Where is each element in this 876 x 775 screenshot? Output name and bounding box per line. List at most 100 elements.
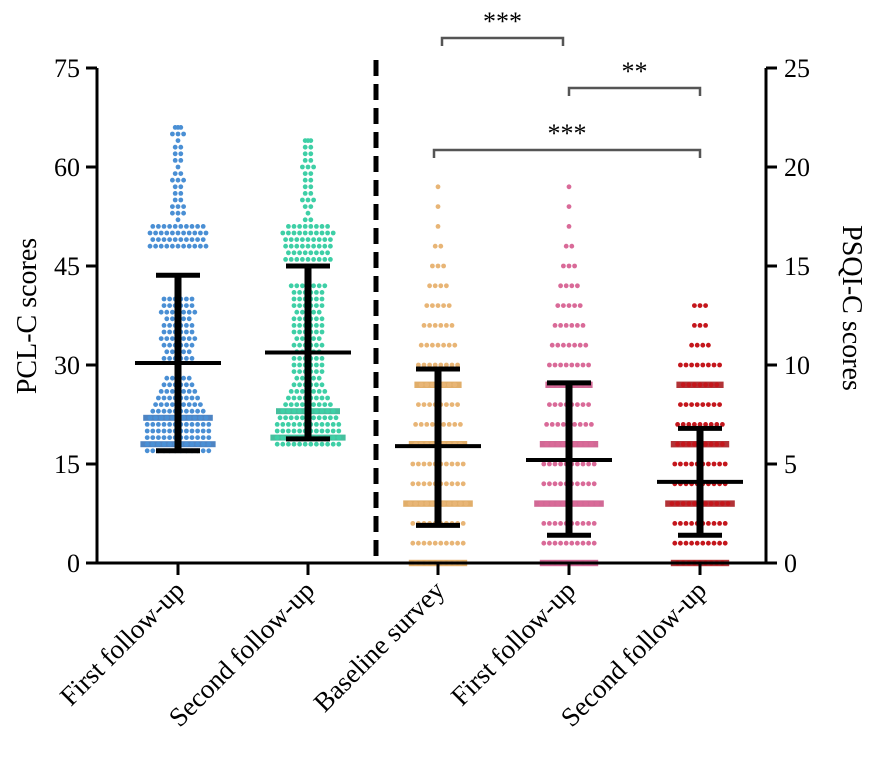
data-point [421,540,427,546]
data-point [555,342,561,348]
data-point [297,342,302,348]
data-point [714,422,720,427]
data-point [291,323,297,328]
data-point [410,461,416,467]
data-point [577,422,583,427]
data-point [192,230,198,236]
data-point [186,402,192,407]
data-point [558,323,563,328]
data-point [147,243,153,249]
data-point [206,428,212,434]
data-point [305,210,311,216]
data-point [167,303,173,308]
data-point [569,283,575,289]
right-tick-label: 5 [784,450,797,479]
data-point [181,230,187,236]
data-point [538,501,544,506]
data-point [305,243,311,249]
data-point [672,540,678,546]
data-point [200,435,206,440]
data-point [161,342,167,348]
data-point [455,540,460,546]
data-point [291,422,297,427]
data-point [291,290,297,295]
data-point [589,422,594,427]
data-point [416,362,421,368]
data-point [192,243,198,249]
data-point [178,144,184,150]
left-axis-title: PCL-C scores [12,238,43,394]
data-point [297,356,302,361]
significance-bracket: *** [440,7,565,46]
data-point [322,243,328,249]
data-point [294,415,300,421]
data-point [291,296,297,302]
data-point [170,230,175,236]
data-point [192,402,198,407]
data-point [561,303,566,308]
data-point [330,441,336,447]
data-point [184,422,189,427]
data-point [311,257,316,262]
data-point [283,257,288,262]
data-point [580,323,586,328]
data-point [446,501,452,506]
data-point [291,329,297,335]
data-point [441,422,446,427]
data-point [167,428,173,434]
data-point [725,501,731,506]
data-point [167,296,173,302]
data-point [153,402,159,407]
data-point [311,389,316,394]
data-point [541,481,547,487]
data-point [189,323,195,328]
data-point [189,422,195,427]
data-point [300,389,305,394]
data-point [189,382,195,388]
data-point [336,422,342,427]
data-point [460,540,466,546]
data-point [410,481,416,487]
data-point [575,323,580,328]
data-point [175,177,181,183]
data-point [444,283,449,289]
data-point [158,415,164,421]
data-point [308,230,314,236]
data-point [181,336,187,341]
data-point [203,230,209,236]
data-point [552,461,558,467]
data-point [164,389,170,394]
data-point [156,237,161,243]
data-point [330,422,336,427]
data-point [583,422,589,427]
data-point [314,356,319,361]
data-point [322,415,328,421]
data-point [200,441,206,447]
data-point [714,441,720,447]
category-label: First follow-up [54,575,190,711]
data-point [547,362,552,368]
data-point [167,224,173,229]
data-point [328,415,333,421]
data-point [302,144,308,150]
data-point [314,303,319,308]
data-point [181,402,187,407]
data-point [200,408,206,414]
data-point [158,336,164,341]
data-point [686,382,692,388]
data-point [302,204,308,210]
data-point [449,481,455,487]
data-point [311,164,316,170]
data-point [300,402,305,407]
data-point [181,316,187,322]
data-point [283,415,288,421]
data-point [164,336,170,341]
data-point [314,395,319,401]
data-point [314,428,319,434]
data-point [572,342,577,348]
data-point [280,408,286,414]
data-point [558,461,563,467]
data-point [302,230,308,236]
data-point [161,408,167,414]
data-point [455,362,460,368]
